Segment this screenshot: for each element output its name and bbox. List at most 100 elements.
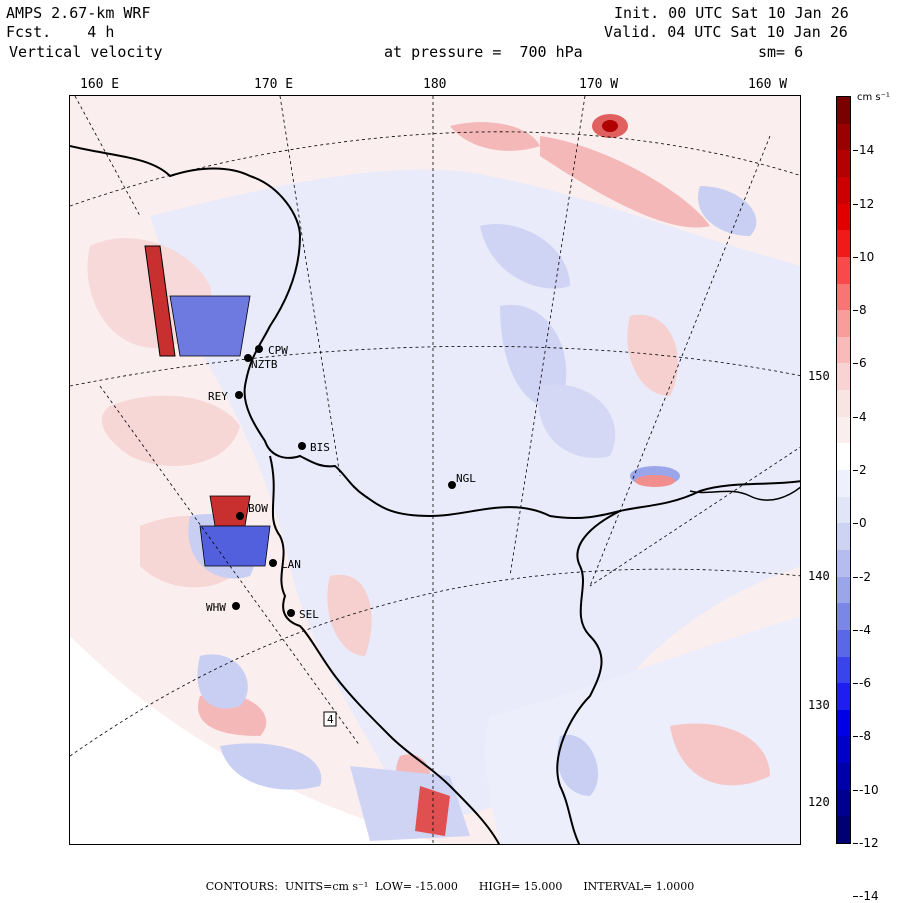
station-box-4 xyxy=(323,711,337,727)
updraft-band xyxy=(209,495,251,527)
colorbar-tick xyxy=(853,470,858,471)
station-label-whw: WHW xyxy=(206,601,226,614)
colorbar-segment xyxy=(837,310,850,338)
colorbar-segment xyxy=(837,97,850,125)
init-time: Init. 00 UTC Sat 10 Jan 26 xyxy=(614,4,849,22)
warm-patch xyxy=(670,723,770,786)
colorbar-tick xyxy=(853,256,858,258)
colorbar-segment xyxy=(837,256,850,284)
coastal-updraft xyxy=(415,786,450,836)
valid-time: Valid. 04 UTC Sat 10 Jan 26 xyxy=(604,23,848,41)
colorbar-tick xyxy=(853,310,858,312)
field-name: Vertical velocity xyxy=(9,43,163,61)
colorbar-segment xyxy=(837,763,850,791)
meridian-line xyxy=(74,96,141,217)
colorbar-tick xyxy=(853,576,858,578)
colorbar-segment xyxy=(837,736,850,764)
cool-patch xyxy=(197,654,248,709)
warm-streak xyxy=(540,136,710,228)
colorbar-tick xyxy=(853,363,858,365)
station-marker-whw xyxy=(232,602,240,610)
parallel-line xyxy=(70,568,800,757)
colorbar-tick-label: 8 xyxy=(859,303,867,318)
colorbar-tick xyxy=(853,683,858,685)
station-marker-rey xyxy=(235,391,243,399)
station-marker-lan xyxy=(269,559,277,567)
colorbar-segment xyxy=(837,443,850,471)
station-label-ngl: NGL xyxy=(456,472,476,485)
colorbar-segment xyxy=(837,470,850,498)
colorbar-segment xyxy=(837,123,850,151)
colorbar-tick-label: 0 xyxy=(859,516,867,531)
colorbar-tick-label: -12 xyxy=(859,836,879,850)
colorbar-segment xyxy=(837,549,850,578)
colorbar-tick-label: -10 xyxy=(859,782,879,797)
vertical-velocity-map: CPW NZTB REY BIS NGL LAN WHW SEL BOW 4 xyxy=(69,95,801,845)
colorbar-tick-label: -6 xyxy=(859,676,871,691)
colorbar-tick xyxy=(853,416,858,418)
smoothing-label: sm= 6 xyxy=(758,43,804,61)
orographic-downdraft xyxy=(169,295,251,357)
colorbar-tick xyxy=(853,523,858,525)
colorbar-tick xyxy=(853,203,858,205)
colorbar-segment xyxy=(837,363,850,391)
meridian-line xyxy=(279,96,341,477)
ice-shelf-edge xyxy=(70,145,800,520)
station-label-bis: BIS xyxy=(310,441,330,454)
colorbar-tick xyxy=(853,736,858,738)
pressure-value: 700 hPa xyxy=(519,43,583,61)
meridian-line xyxy=(99,385,361,747)
station-marker-sel xyxy=(287,609,295,617)
contours-high: HIGH= 15.000 xyxy=(478,880,563,893)
station-marker-nztb xyxy=(244,354,252,362)
colorbar-segment xyxy=(837,230,850,258)
colorbar-segment xyxy=(837,150,850,178)
strong-updraft-core xyxy=(602,120,618,132)
lon-label-160e: 160 E xyxy=(80,77,120,92)
cool-patch xyxy=(538,384,616,458)
lon-label-160w: 160 W xyxy=(748,77,788,92)
contour-info: CONTOURS: UNITS=cm s⁻¹ LOW= -15.000 HIGH… xyxy=(0,880,900,893)
pressure-level: at pressure = 700 hPa xyxy=(384,43,583,62)
colorbar-segment xyxy=(837,496,850,524)
station-marker-ngl xyxy=(448,481,456,489)
cool-patch xyxy=(480,224,570,289)
lon-label-180: 180 xyxy=(423,77,447,92)
station-marker-bow xyxy=(236,512,244,520)
colorbar-segment xyxy=(837,523,850,551)
colorbar-segment xyxy=(837,656,850,684)
station-label-rey: REY xyxy=(208,390,228,403)
colorbar-tick xyxy=(853,629,858,631)
colorbar-tick-label: 12 xyxy=(859,196,875,211)
colorbar-segment xyxy=(837,176,850,205)
colorbar-tick-label: -4 xyxy=(859,622,871,637)
contours-low: LOW= -15.000 xyxy=(375,880,458,893)
cool-region-south xyxy=(485,616,800,844)
map-canvas: CPW NZTB REY BIS NGL LAN WHW SEL BOW 4 xyxy=(70,96,800,844)
cool-patch xyxy=(220,743,322,790)
parallel-line xyxy=(70,345,800,387)
fcst-value: 4 h xyxy=(87,23,115,41)
station-label-4: 4 xyxy=(327,713,334,726)
colorbar-segment xyxy=(837,576,850,604)
meridian-line xyxy=(509,96,586,577)
coastline-west xyxy=(269,455,501,844)
colorbar-segment xyxy=(837,390,850,418)
station-label-lan: LAN xyxy=(281,558,301,571)
station-labels: CPW NZTB REY BIS NGL LAN WHW SEL BOW xyxy=(206,344,476,621)
meridian-line xyxy=(589,446,800,587)
station-marker-bis xyxy=(298,442,306,450)
fcst-label: Fcst. xyxy=(6,23,52,41)
cool-patch xyxy=(500,304,567,408)
station-label-sel: SEL xyxy=(299,608,319,621)
cool-patch xyxy=(698,186,757,236)
coastline-east xyxy=(556,510,621,844)
marie-byrd-coast xyxy=(689,486,800,501)
colorbar-tick-label: -8 xyxy=(859,729,871,744)
colorbar-segment xyxy=(837,283,850,311)
station-marker-cpw xyxy=(255,345,263,353)
station-label-cpw: CPW xyxy=(268,344,288,357)
contours-interval: INTERVAL= 1.0000 xyxy=(583,880,695,893)
colorbar-tick xyxy=(853,843,858,844)
colorbar-unit: cm s⁻¹ xyxy=(857,92,890,103)
